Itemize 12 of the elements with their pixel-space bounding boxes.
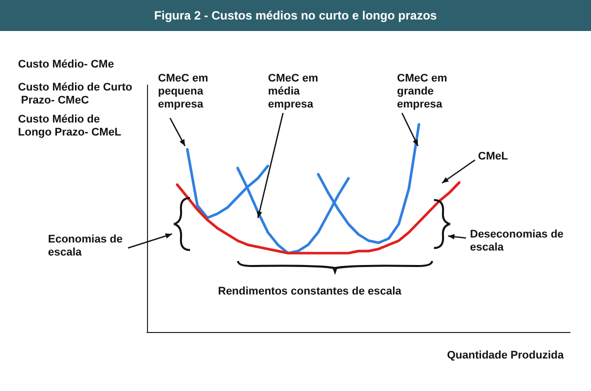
x-axis-title: Quantidade Produzida — [447, 350, 565, 362]
text: Custo Médio de Longo Prazo- CMeL — [18, 114, 122, 138]
annotation: Rendimentos constantes de escala — [218, 286, 402, 298]
annotation: Deseconomias de escala — [470, 228, 567, 254]
text: Custo Médio de Curto Prazo- CMeC — [18, 82, 133, 106]
text: CMeC em grande empresa — [397, 72, 450, 110]
chart-title: Figura 2 - Custos médios no curto e longo prazos — [154, 8, 438, 22]
text: Custo Médio- CMe — [18, 58, 114, 70]
text: CMeC em média empresa — [268, 72, 322, 110]
text: CMeL — [478, 150, 508, 162]
text: CMeC em pequena empresa — [158, 72, 212, 110]
text: Economias de escala — [48, 234, 126, 258]
